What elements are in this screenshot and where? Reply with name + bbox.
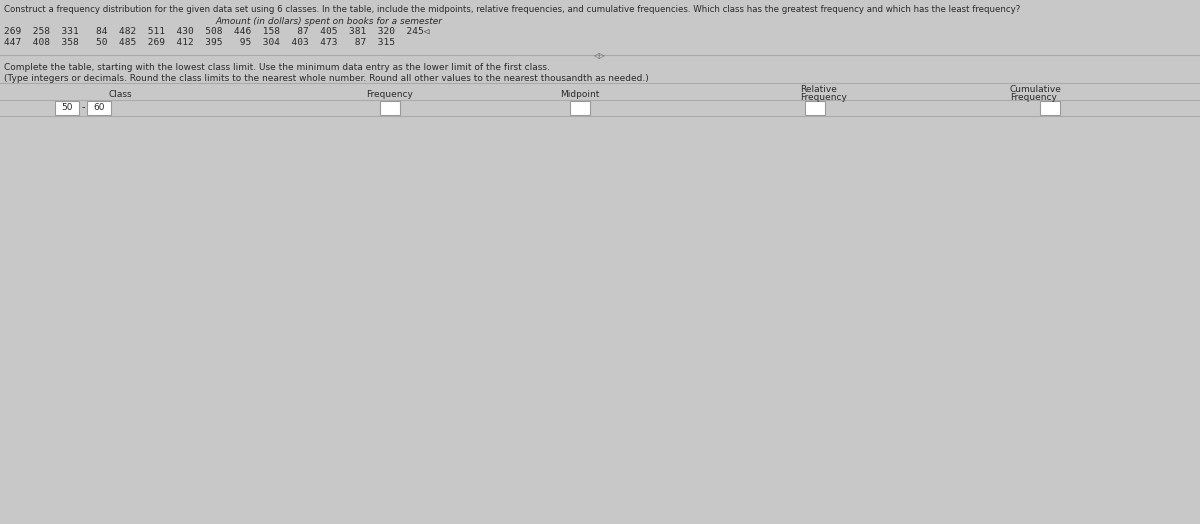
- Bar: [88, 101, 112, 115]
- Text: Frequency: Frequency: [366, 90, 414, 99]
- Text: Complete the table, starting with the lowest class limit. Use the minimum data e: Complete the table, starting with the lo…: [4, 63, 550, 72]
- Text: Midpoint: Midpoint: [560, 90, 600, 99]
- Text: -: -: [82, 102, 85, 112]
- Bar: [570, 101, 590, 115]
- Text: 447  408  358   50  485  269  412  395   95  304  403  473   87  315: 447 408 358 50 485 269 412 395 95 304 40…: [4, 38, 395, 47]
- Text: 269  258  331   84  482  511  430  508  446  158   87  405  381  320  245◁: 269 258 331 84 482 511 430 508 446 158 8…: [4, 27, 430, 36]
- Bar: [805, 101, 826, 115]
- Text: 50: 50: [61, 103, 73, 112]
- Text: Frequency: Frequency: [800, 93, 847, 102]
- Text: Cumulative: Cumulative: [1010, 85, 1062, 94]
- Text: Construct a frequency distribution for the given data set using 6 classes. In th: Construct a frequency distribution for t…: [4, 5, 1020, 14]
- Text: ◁▷: ◁▷: [594, 51, 606, 60]
- Bar: [55, 101, 79, 115]
- Text: Amount (in dollars) spent on books for a semester: Amount (in dollars) spent on books for a…: [215, 17, 442, 26]
- Text: 60: 60: [94, 103, 104, 112]
- Text: (Type integers or decimals. Round the class limits to the nearest whole number. : (Type integers or decimals. Round the cl…: [4, 74, 649, 83]
- Text: Frequency: Frequency: [1010, 93, 1057, 102]
- Text: Relative: Relative: [800, 85, 836, 94]
- Bar: [1040, 101, 1060, 115]
- Bar: [380, 101, 400, 115]
- Text: Class: Class: [108, 90, 132, 99]
